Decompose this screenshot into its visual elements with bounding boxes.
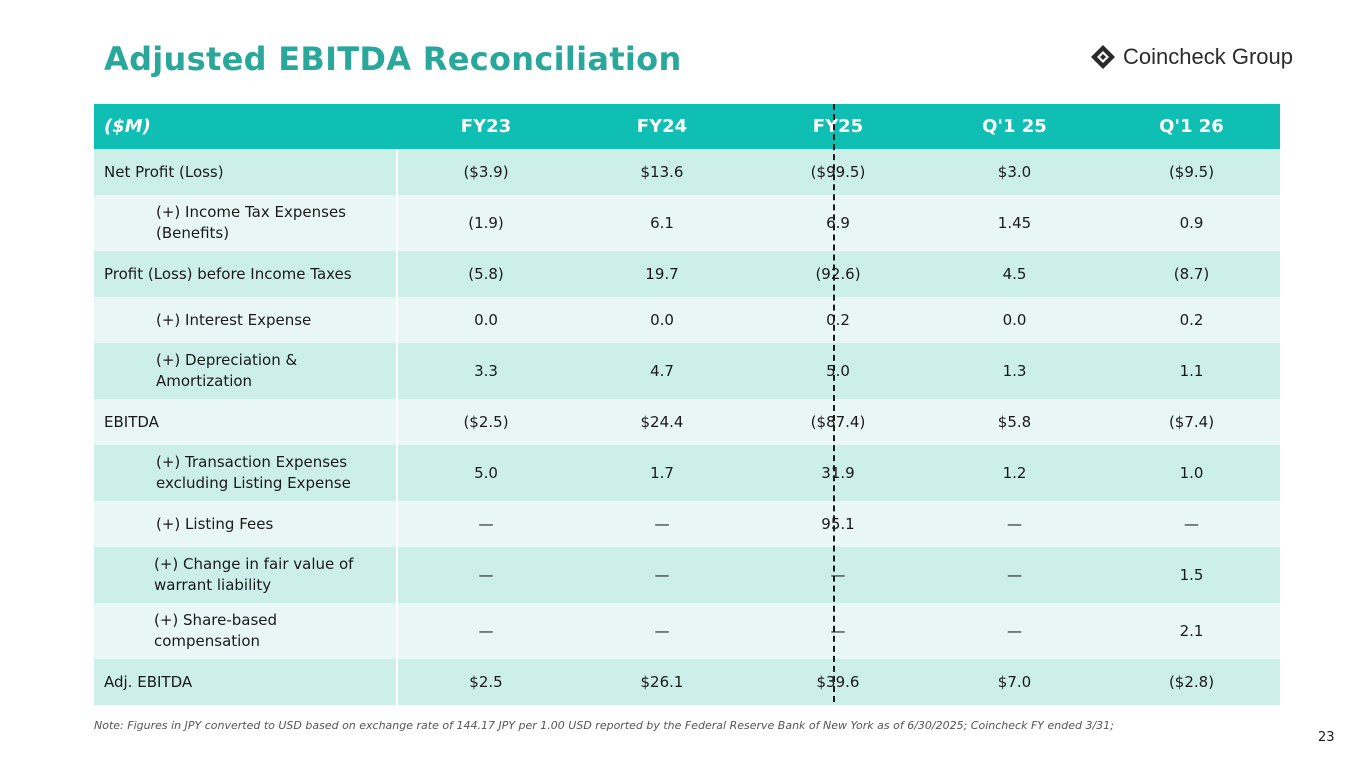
cell-fy25: 95.1: [821, 515, 855, 533]
coincheck-diamond-icon: [1091, 45, 1115, 69]
cell-q1-26: ($2.8): [1168, 673, 1215, 691]
cell-fy24: $26.1: [640, 673, 684, 691]
row-label: (+) Depreciation & Amortization: [94, 343, 398, 399]
cell-q1-25: $5.8: [997, 413, 1032, 431]
cell-q1-26: 0.2: [1179, 311, 1204, 329]
cell-fy24: —: [654, 515, 670, 533]
cell-fy25: —: [830, 566, 846, 584]
cell-q1-25: 1.3: [1002, 362, 1027, 380]
cell-q1-25: $3.0: [997, 163, 1032, 181]
cell-q1-26: 1.0: [1179, 464, 1204, 482]
cell-q1-25: —: [1007, 566, 1022, 584]
header-units: ($M): [104, 116, 151, 137]
cell-fy25: $39.6: [816, 673, 860, 691]
table-row: (+) Depreciation & Amortization 3.3 4.7 …: [94, 343, 1280, 399]
cell-fy23: (1.9): [468, 214, 504, 232]
fiscal-quarter-divider: [833, 104, 835, 702]
table-row: (+) Interest Expense 0.0 0.0 0.2 0.0 0.2: [94, 297, 1280, 343]
cell-q1-25: $7.0: [997, 673, 1032, 691]
cell-fy23: 3.3: [474, 362, 498, 380]
row-label: (+) Interest Expense: [94, 297, 398, 343]
table-row: (+) Share-based compensation — — — — 2.1: [94, 603, 1280, 659]
cell-fy23: —: [478, 622, 494, 640]
cell-q1-26: ($7.4): [1168, 413, 1215, 431]
company-logo: Coincheck Group: [1090, 44, 1293, 70]
cell-fy23: 0.0: [474, 311, 498, 329]
cell-q1-26: 0.9: [1179, 214, 1204, 232]
cell-fy24: —: [654, 622, 670, 640]
cell-q1-25: —: [1007, 515, 1022, 533]
row-label: Net Profit (Loss): [94, 149, 398, 195]
cell-fy24: 6.1: [650, 214, 674, 232]
row-label: Adj. EBITDA: [94, 659, 398, 705]
cell-fy24: 0.0: [650, 311, 674, 329]
table-row: EBITDA ($2.5) $24.4 ($87.4) $5.8 ($7.4): [94, 399, 1280, 445]
cell-fy23: $2.5: [469, 673, 503, 691]
cell-fy25: —: [830, 622, 846, 640]
cell-fy23: 5.0: [474, 464, 498, 482]
footnote: Note: Figures in JPY converted to USD ba…: [94, 719, 1114, 732]
logo-text: Coincheck Group: [1123, 44, 1293, 69]
row-label: (+) Transaction Expenses excluding Listi…: [94, 445, 398, 501]
cell-q1-26: (8.7): [1173, 265, 1210, 283]
cell-fy24: $13.6: [640, 163, 684, 181]
ebitda-table: ($M) FY23 FY24 FY25 Q'1 25 Q'1 26 Net Pr…: [94, 104, 1280, 705]
row-label: EBITDA: [94, 399, 398, 445]
header-fy25: FY25: [812, 116, 864, 137]
cell-fy25: 0.2: [826, 311, 850, 329]
cell-q1-26: —: [1184, 515, 1199, 533]
table-row: Adj. EBITDA $2.5 $26.1 $39.6 $7.0 ($2.8): [94, 659, 1280, 705]
cell-q1-26: 1.5: [1179, 566, 1204, 584]
cell-q1-25: —: [1007, 622, 1022, 640]
cell-fy25: 31.9: [821, 464, 855, 482]
cell-fy24: $24.4: [640, 413, 684, 431]
cell-q1-25: 1.45: [997, 214, 1032, 232]
cell-fy25: (92.6): [815, 265, 861, 283]
header-fy24: FY24: [636, 116, 688, 137]
page-title: Adjusted EBITDA Reconciliation: [104, 40, 682, 78]
table-row: Profit (Loss) before Income Taxes (5.8) …: [94, 251, 1280, 297]
cell-q1-26: ($9.5): [1168, 163, 1215, 181]
cell-q1-25: 1.2: [1002, 464, 1027, 482]
cell-fy23: (5.8): [468, 265, 504, 283]
cell-fy23: ($2.5): [463, 413, 509, 431]
cell-fy25: ($87.4): [810, 413, 866, 431]
table-header-row: ($M) FY23 FY24 FY25 Q'1 25 Q'1 26: [94, 104, 1280, 149]
cell-fy23: —: [478, 566, 494, 584]
cell-q1-26: 1.1: [1179, 362, 1204, 380]
cell-fy24: —: [654, 566, 670, 584]
cell-fy24: 1.7: [650, 464, 674, 482]
cell-fy25: ($99.5): [810, 163, 866, 181]
cell-fy25: 6.9: [826, 214, 850, 232]
cell-fy25: 5.0: [826, 362, 850, 380]
cell-fy24: 4.7: [650, 362, 674, 380]
cell-fy23: —: [478, 515, 494, 533]
table-row: (+) Change in fair value of warrant liab…: [94, 547, 1280, 603]
table-row: (+) Income Tax Expenses (Benefits) (1.9)…: [94, 195, 1280, 251]
table-row: (+) Listing Fees — — 95.1 — —: [94, 501, 1280, 547]
cell-q1-25: 0.0: [1002, 311, 1027, 329]
cell-fy24: 19.7: [645, 265, 679, 283]
row-label: (+) Listing Fees: [94, 501, 398, 547]
cell-q1-26: 2.1: [1179, 622, 1204, 640]
row-label: (+) Share-based compensation: [94, 603, 398, 659]
row-label: Profit (Loss) before Income Taxes: [94, 251, 398, 297]
cell-q1-25: 4.5: [1002, 265, 1027, 283]
header-q1-25: Q'1 25: [982, 116, 1047, 137]
header-fy23: FY23: [460, 116, 512, 137]
table-row: (+) Transaction Expenses excluding Listi…: [94, 445, 1280, 501]
header-q1-26: Q'1 26: [1159, 116, 1224, 137]
row-label: (+) Change in fair value of warrant liab…: [94, 547, 398, 603]
cell-fy23: ($3.9): [463, 163, 509, 181]
row-label: (+) Income Tax Expenses (Benefits): [94, 195, 398, 251]
table-row: Net Profit (Loss) ($3.9) $13.6 ($99.5) $…: [94, 149, 1280, 195]
page-number: 23: [1318, 730, 1335, 745]
